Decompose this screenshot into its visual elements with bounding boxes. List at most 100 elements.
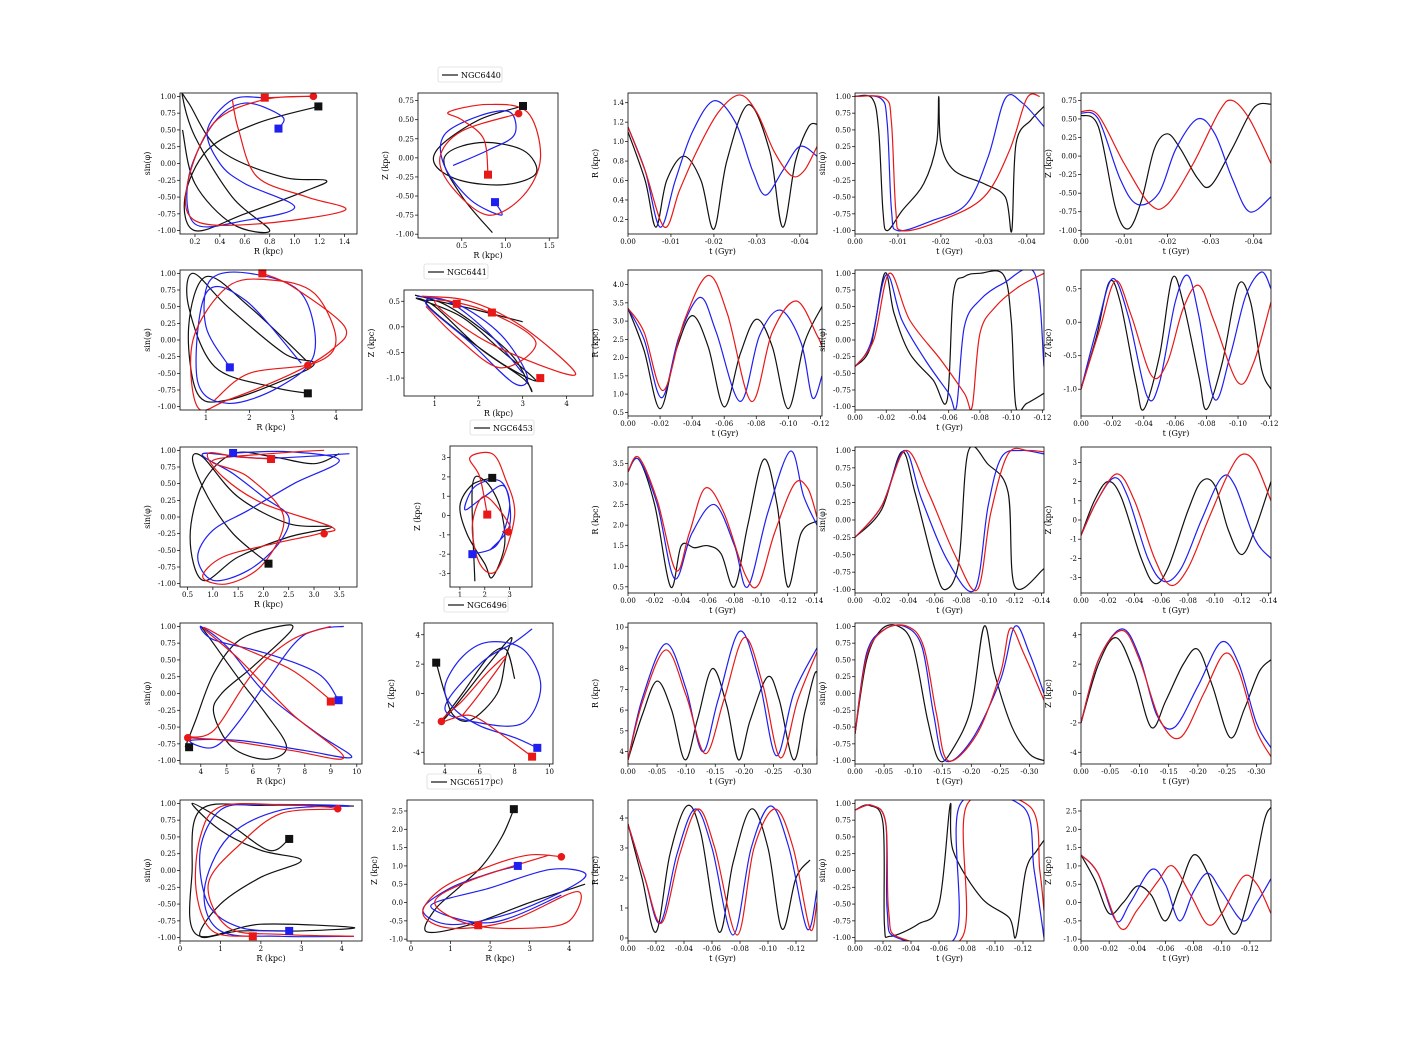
x-tick-label: -0.12 [1233,597,1251,605]
y-tick-label: -0.50 [158,901,176,909]
panel-r1-c2: 0.00 -0.02 -0.04 -0.06 -0.08 -0.10 -0.12 0.5 1.0… [591,269,829,438]
y-tick-label: 0.25 [160,320,176,328]
series-line-black [435,637,516,723]
y-axis-label: Z (kpc) [370,856,379,885]
x-axis-label: t (Gyr) [709,777,736,786]
x-tick-label: 0.00 [1073,768,1089,776]
axes-frame [854,799,1045,942]
series-line-red [422,853,582,930]
x-tick-label: 0.8 [264,238,275,246]
y-axis-label: sin(φ) [818,328,827,352]
x-axis-label: t (Gyr) [1163,954,1190,963]
x-tick-label: -0.15 [1160,768,1178,776]
x-tick-label: -0.20 [735,768,753,776]
y-tick-label: -1.00 [833,586,851,594]
x-axis-label: t (Gyr) [709,247,736,256]
x-tick-label: 0.00 [1073,238,1089,246]
series-line-blue [855,94,1044,232]
x-tick-label: 3 [527,945,531,953]
x-tick-label: -0.10 [979,597,997,605]
x-tick-label: -0.04 [909,414,927,422]
x-tick-label: -0.10 [1002,414,1020,422]
marker-square-black [285,834,294,843]
y-tick-label: -0.50 [158,370,176,378]
x-tick-label: 2 [483,591,487,599]
y-axis-label: sin(φ) [143,328,152,352]
series-line-black [628,457,817,588]
series-line-black [855,802,1044,939]
x-tick-label: -0.03 [748,238,766,246]
marker-square-red [326,697,335,706]
y-tick-label: -1.00 [396,231,414,239]
axes-frame [854,622,1045,765]
y-tick-label: 2 [416,661,420,669]
x-tick-label: -0.06 [1166,420,1184,428]
marker-circle-red [504,528,513,536]
series-line-red [628,636,817,760]
y-axis-label: Z (kpc) [387,679,396,708]
x-tick-label: -0.10 [759,945,777,953]
legend-box [469,419,535,436]
y-tick-label: -0.75 [158,387,176,395]
y-tick-label: 0.75 [835,640,851,648]
y-tick-label: 0.2 [613,216,624,224]
x-tick-label: 8 [512,768,516,776]
y-tick-label: 0.0 [392,899,403,907]
y-axis-label: Z (kpc) [413,502,422,531]
x-tick-label: -0.08 [731,945,749,953]
series-line-red [189,272,348,410]
x-axis-label: t (Gyr) [709,954,736,963]
series-line-red [187,625,345,760]
x-tick-label: -0.05 [648,768,666,776]
x-tick-label: -0.12 [1260,420,1278,428]
series-line-black [184,624,294,760]
panel-r4-c3: 0.00 -0.02 -0.04 -0.06 -0.08 -0.10 -0.12 -1.00 -… [818,799,1045,963]
y-tick-label: 0 [1073,690,1077,698]
series-line-blue [1081,628,1271,749]
x-tick-label: 2 [247,414,251,422]
y-tick-label: 0.0 [389,323,400,331]
y-axis-label: sin(φ) [818,682,827,706]
x-tick-label: -0.06 [699,597,717,605]
x-tick-label: 0.00 [620,945,636,953]
y-tick-label: 0 [442,512,446,520]
x-tick-label: -0.02 [705,238,723,246]
x-tick-label: 0.00 [847,414,863,422]
x-tick-label: -0.02 [646,597,664,605]
x-tick-label: 4 [199,768,204,776]
y-axis-label: sin(φ) [143,682,152,706]
x-tick-label: -0.12 [787,945,805,953]
panel-r1-c1: 1 2 3 4 -1.0 -0.5 0.0 0.5 R (kpc) Z (kpc) NGC6441 [367,263,594,418]
y-tick-label: -0.50 [833,901,851,909]
y-tick-label: -2 [413,719,420,727]
y-tick-label: -0.25 [833,353,851,361]
series-line-red [628,808,817,936]
x-tick-label: -0.04 [1245,238,1263,246]
panel-r0-c3: 0.00 -0.01 -0.02 -0.03 -0.04 -1.00 -0.75 -0.50 -… [818,92,1045,256]
marker-square-red [248,932,257,941]
series-line-blue [1081,854,1271,923]
x-tick-label: -0.02 [647,945,665,953]
series-line-black [432,105,538,234]
x-axis-label: t (Gyr) [936,777,963,786]
y-axis-label: sin(φ) [818,859,827,883]
x-tick-label: -0.06 [1156,945,1174,953]
y-tick-label: -0.75 [396,212,414,220]
y-tick-label: 1.2 [613,119,624,127]
marker-square-black [509,805,518,814]
series-line-blue [439,110,517,216]
x-tick-label: -0.08 [953,597,971,605]
y-tick-label: 0.0 [1066,319,1077,327]
y-tick-label: 1.00 [160,447,176,455]
y-tick-label: 1.5 [1066,844,1077,852]
y-tick-label: -0.25 [833,884,851,892]
marker-square-blue [274,124,283,133]
x-axis-label: t (Gyr) [936,954,963,963]
y-tick-label: 0.25 [835,850,851,858]
x-tick-label: 9 [329,768,333,776]
x-tick-label: 2 [488,945,492,953]
y-tick-label: -0.75 [158,564,176,572]
x-axis-label: R (kpc) [254,247,283,256]
x-axis-label: R (kpc) [485,954,514,963]
series-line-red [855,800,1044,941]
